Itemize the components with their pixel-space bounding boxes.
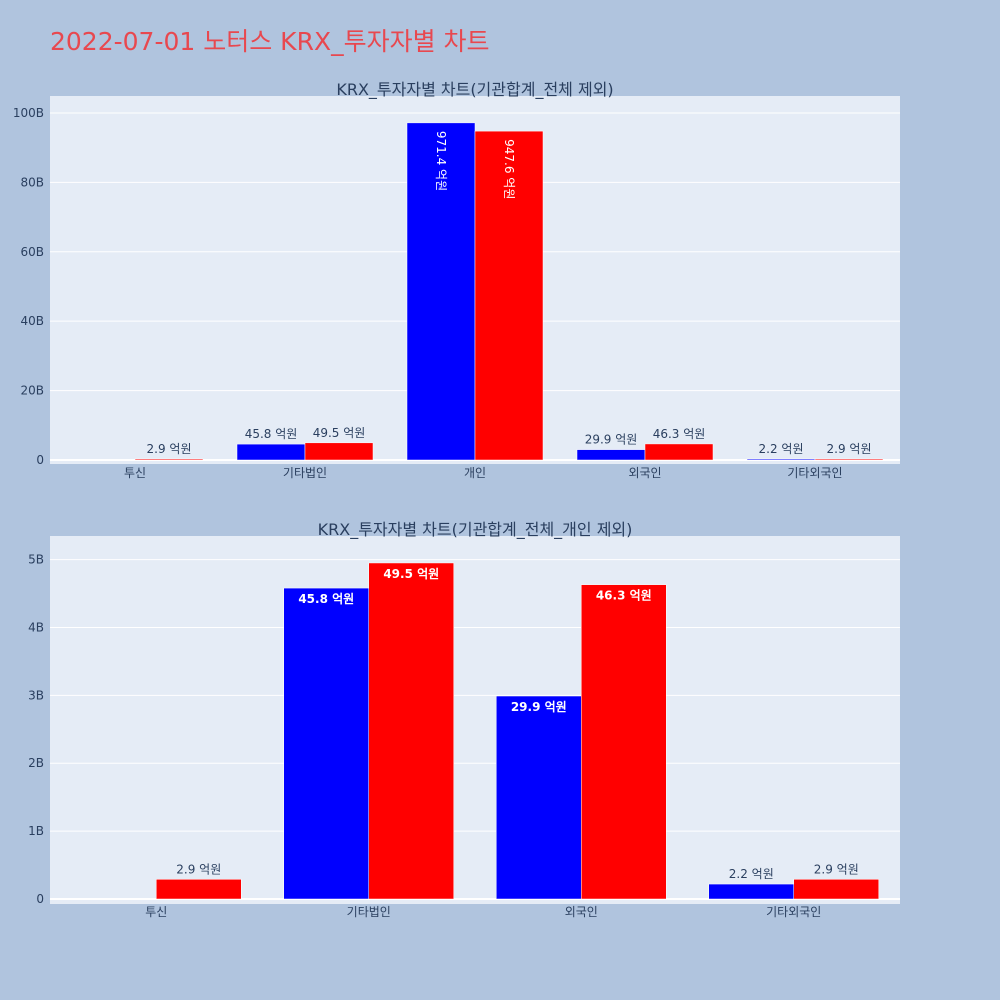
bar-chart-all: 0 20B 40B 60B 80B 100B KRX_투자자별 차트(기관합계_전체 제외)… xyxy=(13,80,900,480)
x-tick-label: 기타외국인 xyxy=(766,905,821,919)
x-tick-label: 기타외국인 xyxy=(787,466,842,480)
bar xyxy=(496,695,582,900)
data-label: 2.9 억원 xyxy=(147,442,192,456)
data-label: 947.6 억원 xyxy=(502,139,516,199)
y-tick-label: 2B xyxy=(28,756,44,770)
bar xyxy=(156,879,242,900)
x-tick-label: 외국인 xyxy=(565,905,598,919)
data-label: 2.9 억원 xyxy=(827,442,872,456)
bar xyxy=(644,443,714,461)
y-tick-label: 60B xyxy=(20,245,44,259)
data-label: 29.9 억원 xyxy=(511,700,567,714)
y-tick-label: 100B xyxy=(13,106,44,120)
bar xyxy=(368,562,454,900)
x-tick-label: 외국인 xyxy=(628,466,661,480)
data-label: 45.8 억원 xyxy=(245,427,298,441)
data-label: 29.9 억원 xyxy=(585,433,638,447)
data-label: 971.4 억원 xyxy=(434,131,448,191)
bar xyxy=(406,122,476,461)
data-label: 46.3 억원 xyxy=(653,427,706,441)
data-label: 2.2 억원 xyxy=(759,442,804,456)
data-label: 46.3 억원 xyxy=(596,589,652,603)
y-tick-label: 0 xyxy=(36,453,44,467)
bar xyxy=(793,879,879,900)
page-title: 2022-07-01 노터스 KRX_투자자별 차트 xyxy=(50,27,490,56)
bar xyxy=(581,584,667,900)
y-tick-label: 4B xyxy=(28,620,44,634)
y-tick-label: 0 xyxy=(36,892,44,906)
chart-title: KRX_투자자별 차트(기관합계_전체_개인 제외) xyxy=(318,520,633,540)
bar xyxy=(746,458,816,461)
bar xyxy=(708,883,794,900)
x-tick-label: 개인 xyxy=(464,466,486,480)
y-tick-label: 5B xyxy=(28,553,44,567)
y-tick-label: 3B xyxy=(28,688,44,702)
bar-chart-excluding-individual: 0 1B 2B 3B 4B 5B KRX_투자자별 차트(기관합계_전체_개인 제외) 투신 2… xyxy=(28,520,900,919)
x-tick-label: 투신 xyxy=(124,466,146,480)
x-tick-label: 기타법인 xyxy=(283,466,327,480)
bar xyxy=(474,130,544,461)
data-label: 2.9 억원 xyxy=(814,862,859,876)
bar xyxy=(236,443,306,461)
chart-title: KRX_투자자별 차트(기관합계_전체 제외) xyxy=(336,80,613,100)
data-label: 2.9 억원 xyxy=(176,862,221,876)
y-tick-label: 1B xyxy=(28,824,44,838)
bar xyxy=(283,587,369,900)
bar xyxy=(134,458,204,461)
y-tick-label: 80B xyxy=(20,175,44,189)
bar xyxy=(814,458,884,461)
bar xyxy=(304,442,374,461)
bar xyxy=(576,449,646,461)
data-label: 49.5 억원 xyxy=(313,426,366,440)
y-tick-label: 20B xyxy=(20,384,44,398)
data-label: 2.2 억원 xyxy=(729,867,774,881)
data-label: 49.5 억원 xyxy=(383,567,439,581)
x-tick-label: 투신 xyxy=(145,905,167,919)
x-tick-label: 기타법인 xyxy=(347,905,391,919)
y-tick-label: 40B xyxy=(20,314,44,328)
data-label: 45.8 억원 xyxy=(298,592,354,606)
plot-area xyxy=(50,536,900,904)
